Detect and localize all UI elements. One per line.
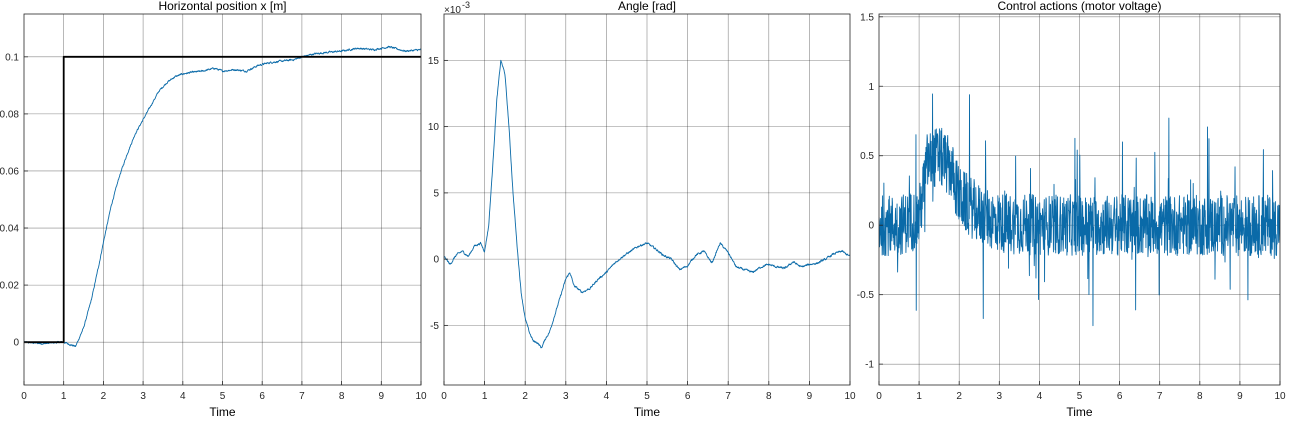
y-tick-label: -5 <box>430 321 439 332</box>
x-tick-label: 9 <box>807 391 813 402</box>
y-tick-label: 0 <box>433 255 439 266</box>
y-tick-label: 0.06 <box>0 166 19 177</box>
x-tick-label: 2 <box>101 391 107 402</box>
y-exponent-power: -3 <box>462 0 470 10</box>
x-tick-label: 5 <box>1077 391 1083 402</box>
x-tick-label: 9 <box>1237 391 1243 402</box>
x-axis-label: Time <box>634 405 661 419</box>
chart-title: Horizontal position x [m] <box>158 0 286 13</box>
x-tick-label: 3 <box>997 391 1003 402</box>
y-tick-label: -0.5 <box>857 290 875 301</box>
chart-panel-1: 0 1 2 3 4 5 6 7 8 9 10 0 0.02 0.04 0.06 0.08 0.1 Horizont… <box>0 0 427 419</box>
series-line-2 <box>24 55 421 344</box>
x-tick-label: 7 <box>1157 391 1163 402</box>
y-tick-label: 0.08 <box>0 109 19 120</box>
x-tick-label: 8 <box>339 391 345 402</box>
x-tick-label: 10 <box>415 391 427 402</box>
x-tick-label: 3 <box>140 391 146 402</box>
x-tick-label: 8 <box>766 391 772 402</box>
series-line-1 <box>444 59 850 349</box>
chart-title: Control actions (motor voltage) <box>997 0 1161 13</box>
y-tick-label: 0.5 <box>860 151 874 162</box>
y-tick-label: 0.02 <box>0 281 19 292</box>
x-tick-label: 7 <box>725 391 731 402</box>
x-tick-label: 1 <box>916 391 922 402</box>
x-axis-label: Time <box>209 405 236 419</box>
x-axis-label: Time <box>1066 405 1093 419</box>
x-tick-label: 0 <box>876 391 882 402</box>
x-tick-label: 9 <box>379 391 385 402</box>
x-tick-label: 1 <box>482 391 488 402</box>
y-tick-label: 0 <box>13 338 19 349</box>
x-tick-label: 6 <box>259 391 265 402</box>
series-line-1 <box>24 45 421 347</box>
x-tick-label: 6 <box>685 391 691 402</box>
x-tick-label: 7 <box>299 391 305 402</box>
y-tick-label: 1 <box>868 82 874 93</box>
x-tick-label: 2 <box>522 391 528 402</box>
y-tick-label: 15 <box>428 56 440 67</box>
x-tick-label: 2 <box>956 391 962 402</box>
x-tick-label: 5 <box>220 391 226 402</box>
y-tick-label: 0.1 <box>5 52 19 63</box>
x-tick-label: 4 <box>180 391 186 402</box>
y-tick-label: 10 <box>428 122 440 133</box>
x-tick-label: 4 <box>1037 391 1043 402</box>
x-tick-label: 10 <box>844 391 856 402</box>
chart-panel-3: 0 1 2 3 4 5 6 7 8 9 10 -1 -0.5 0 0.5 1 1.5 Control action… <box>857 0 1286 419</box>
chart-panel-2: 0 1 2 3 4 5 6 7 8 9 10 -5 0 5 10 15 ×10 -3 Angle [rad] Time <box>428 0 856 419</box>
x-tick-label: 10 <box>1274 391 1286 402</box>
x-tick-label: 0 <box>441 391 447 402</box>
x-tick-label: 1 <box>61 391 67 402</box>
chart-title: Angle [rad] <box>618 0 676 13</box>
y-tick-label: 0 <box>868 221 874 232</box>
y-tick-label: 1.5 <box>860 12 874 23</box>
x-tick-label: 6 <box>1117 391 1123 402</box>
x-tick-label: 4 <box>604 391 610 402</box>
x-tick-label: 8 <box>1197 391 1203 402</box>
x-tick-label: 0 <box>21 391 27 402</box>
series-line-1 <box>879 93 1280 327</box>
x-tick-label: 5 <box>644 391 650 402</box>
y-tick-label: 0.04 <box>0 224 19 235</box>
x-tick-label: 3 <box>563 391 569 402</box>
y-exponent-label: ×10 <box>444 5 461 16</box>
y-tick-label: -1 <box>865 360 874 371</box>
y-tick-label: 5 <box>433 188 439 199</box>
